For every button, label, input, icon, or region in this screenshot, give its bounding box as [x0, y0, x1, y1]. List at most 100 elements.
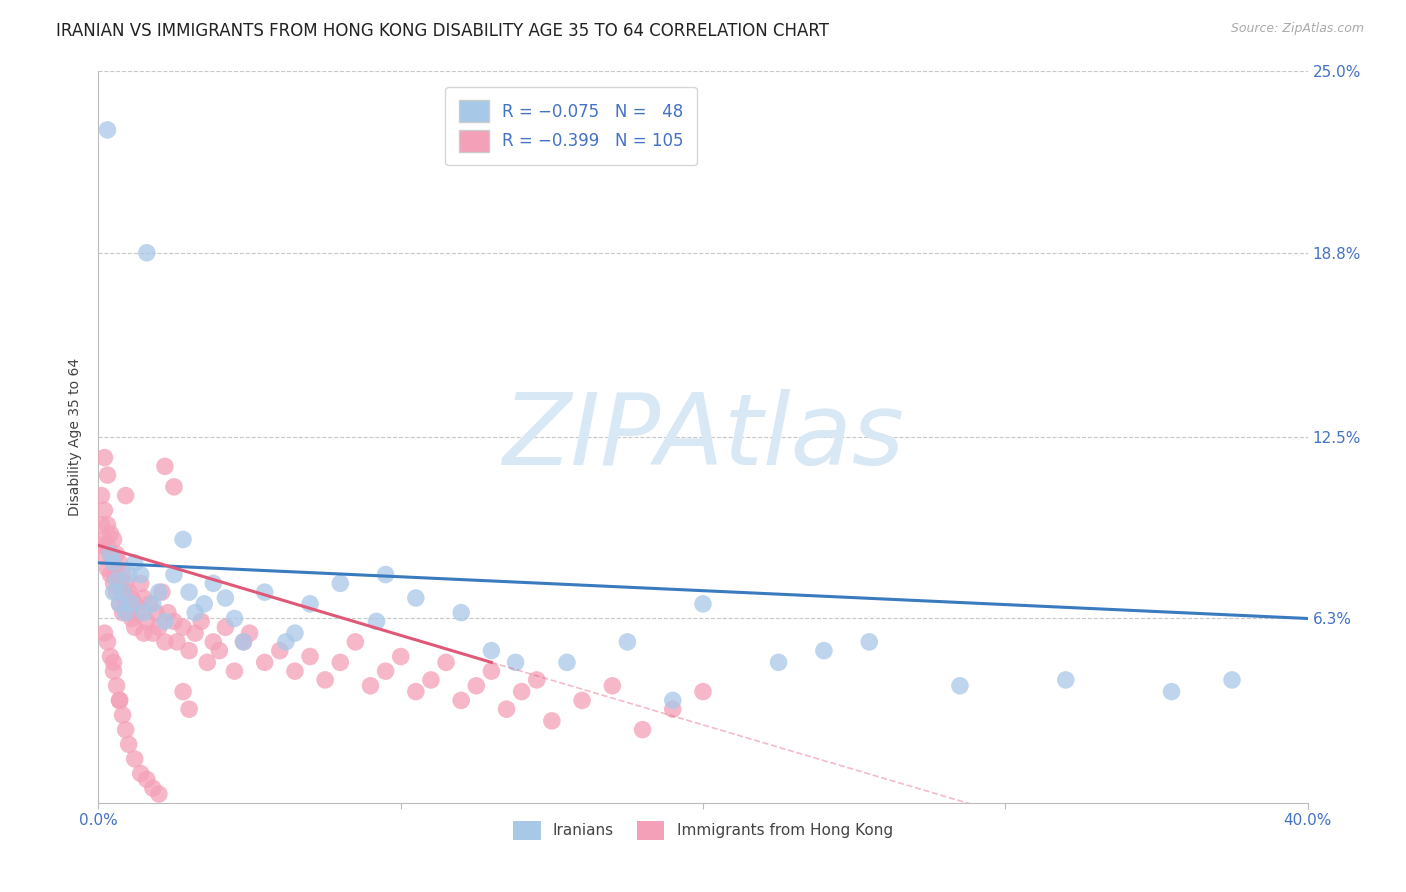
Point — [96, 562, 118, 576]
Point — [114, 489, 136, 503]
Point — [100, 547, 122, 561]
Point — [93, 450, 115, 465]
Point — [105, 567, 128, 582]
Point — [114, 576, 136, 591]
Point — [124, 597, 146, 611]
Point — [124, 556, 146, 570]
Point — [179, 702, 201, 716]
Point — [135, 245, 157, 260]
Point — [314, 673, 336, 687]
Point — [692, 684, 714, 698]
Point — [202, 576, 225, 591]
Point — [172, 620, 194, 634]
Point — [100, 547, 122, 561]
Point — [214, 620, 236, 634]
Point — [145, 606, 167, 620]
Point — [374, 664, 396, 678]
Point — [105, 547, 128, 561]
Point — [214, 591, 236, 605]
Point — [148, 585, 170, 599]
Point — [450, 693, 472, 707]
Point — [93, 626, 115, 640]
Point — [184, 626, 207, 640]
Point — [100, 649, 122, 664]
Legend: Iranians, Immigrants from Hong Kong: Iranians, Immigrants from Hong Kong — [508, 814, 898, 847]
Point — [93, 547, 115, 561]
Point — [495, 702, 517, 716]
Point — [108, 597, 131, 611]
Point — [510, 684, 533, 698]
Point — [135, 772, 157, 787]
Point — [111, 708, 134, 723]
Point — [135, 615, 157, 629]
Point — [571, 693, 593, 707]
Point — [142, 597, 165, 611]
Point — [481, 664, 503, 678]
Point — [93, 533, 115, 547]
Point — [172, 684, 194, 698]
Point — [108, 576, 131, 591]
Point — [184, 606, 207, 620]
Point — [299, 649, 322, 664]
Point — [111, 567, 134, 582]
Point — [132, 626, 155, 640]
Point — [129, 766, 152, 780]
Point — [148, 620, 170, 634]
Point — [389, 649, 412, 664]
Point — [93, 503, 115, 517]
Point — [96, 517, 118, 532]
Point — [329, 656, 352, 670]
Point — [366, 615, 388, 629]
Point — [374, 567, 396, 582]
Point — [299, 597, 322, 611]
Point — [105, 585, 128, 599]
Point — [96, 123, 118, 137]
Point — [108, 556, 131, 570]
Point — [163, 567, 186, 582]
Point — [156, 606, 179, 620]
Point — [153, 615, 176, 629]
Point — [121, 597, 143, 611]
Point — [121, 591, 143, 605]
Point — [166, 635, 188, 649]
Point — [103, 556, 125, 570]
Point — [224, 611, 246, 625]
Point — [232, 635, 254, 649]
Point — [90, 489, 112, 503]
Point — [132, 606, 155, 620]
Point — [96, 538, 118, 552]
Point — [195, 656, 218, 670]
Point — [505, 656, 527, 670]
Point — [1054, 673, 1077, 687]
Point — [450, 606, 472, 620]
Point — [163, 615, 186, 629]
Point — [132, 591, 155, 605]
Point — [96, 635, 118, 649]
Point — [124, 752, 146, 766]
Point — [118, 585, 141, 599]
Text: ZIPAtlas: ZIPAtlas — [502, 389, 904, 485]
Point — [103, 533, 125, 547]
Point — [465, 679, 488, 693]
Point — [253, 656, 276, 670]
Point — [179, 643, 201, 657]
Point — [284, 664, 307, 678]
Point — [103, 656, 125, 670]
Point — [111, 585, 134, 599]
Point — [163, 480, 186, 494]
Point — [692, 597, 714, 611]
Point — [148, 787, 170, 801]
Point — [813, 643, 835, 657]
Point — [274, 635, 297, 649]
Point — [114, 723, 136, 737]
Point — [190, 615, 212, 629]
Y-axis label: Disability Age 35 to 64: Disability Age 35 to 64 — [69, 358, 83, 516]
Point — [114, 606, 136, 620]
Point — [661, 693, 683, 707]
Point — [179, 585, 201, 599]
Point — [555, 656, 578, 670]
Point — [153, 635, 176, 649]
Point — [108, 693, 131, 707]
Point — [269, 643, 291, 657]
Point — [253, 585, 276, 599]
